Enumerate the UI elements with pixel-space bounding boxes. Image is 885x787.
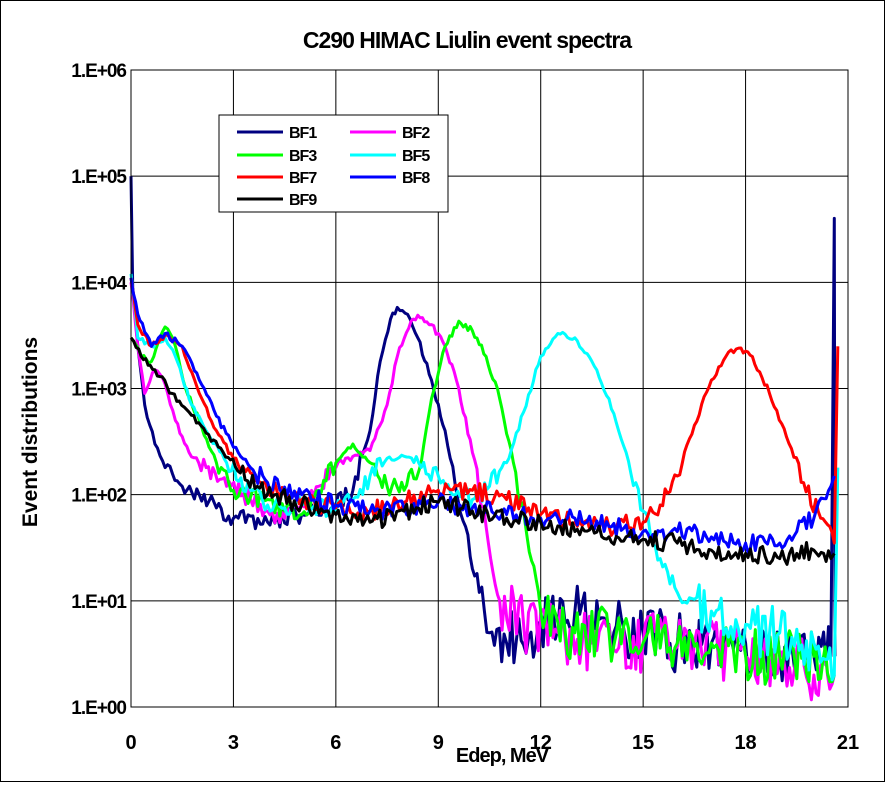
x-tick-label: 21 xyxy=(837,732,859,754)
y-tick-label: 1.E+03 xyxy=(71,380,126,401)
series-line-bf7 xyxy=(129,277,840,545)
legend-label: BF9 xyxy=(289,192,317,209)
y-tick-label: 1.E+04 xyxy=(71,273,127,294)
y-axis-label: Event distributions xyxy=(19,337,42,527)
chart-title: C290 HIMAC Liulin event spectra xyxy=(303,27,632,53)
legend-label: BF7 xyxy=(289,170,317,187)
y-tick-label: 1.E+05 xyxy=(71,167,127,188)
legend-label: BF2 xyxy=(402,125,430,142)
x-tick-label: 9 xyxy=(433,732,444,754)
y-tick-label: 1.E+01 xyxy=(71,592,127,613)
legend-label: BF8 xyxy=(402,170,430,187)
x-tick-label: 6 xyxy=(330,732,341,754)
legend: BF1 BF2 BF3 BF5 BF7 BF8 BF9 xyxy=(218,114,449,213)
y-tick-label: 1.E+00 xyxy=(71,698,126,719)
y-tick-label: 1.E+02 xyxy=(71,486,126,507)
series-line-bf3 xyxy=(129,319,836,686)
y-tick-label: 1.E+06 xyxy=(71,61,126,82)
x-tick-label: 3 xyxy=(228,732,239,754)
series-line-bf2 xyxy=(129,282,836,702)
legend-label: BF1 xyxy=(289,125,317,142)
x-axis-label: Edep, MeV xyxy=(456,745,550,767)
series-line-bf9 xyxy=(129,336,836,566)
series-lines xyxy=(129,176,840,702)
legend-label: BF5 xyxy=(402,148,430,165)
tick-labels: 0 3 6 9 12 15 18 21 1.E+00 1.E+01 1.E+02 1.E+03 1.E+… xyxy=(71,61,859,754)
x-tick-label: 18 xyxy=(734,732,756,754)
x-tick-label: 15 xyxy=(632,732,654,754)
legend-label: BF3 xyxy=(289,148,317,165)
x-tick-label: 12 xyxy=(530,732,552,754)
plot-frame xyxy=(130,69,849,708)
x-tick-label: 0 xyxy=(125,732,136,754)
